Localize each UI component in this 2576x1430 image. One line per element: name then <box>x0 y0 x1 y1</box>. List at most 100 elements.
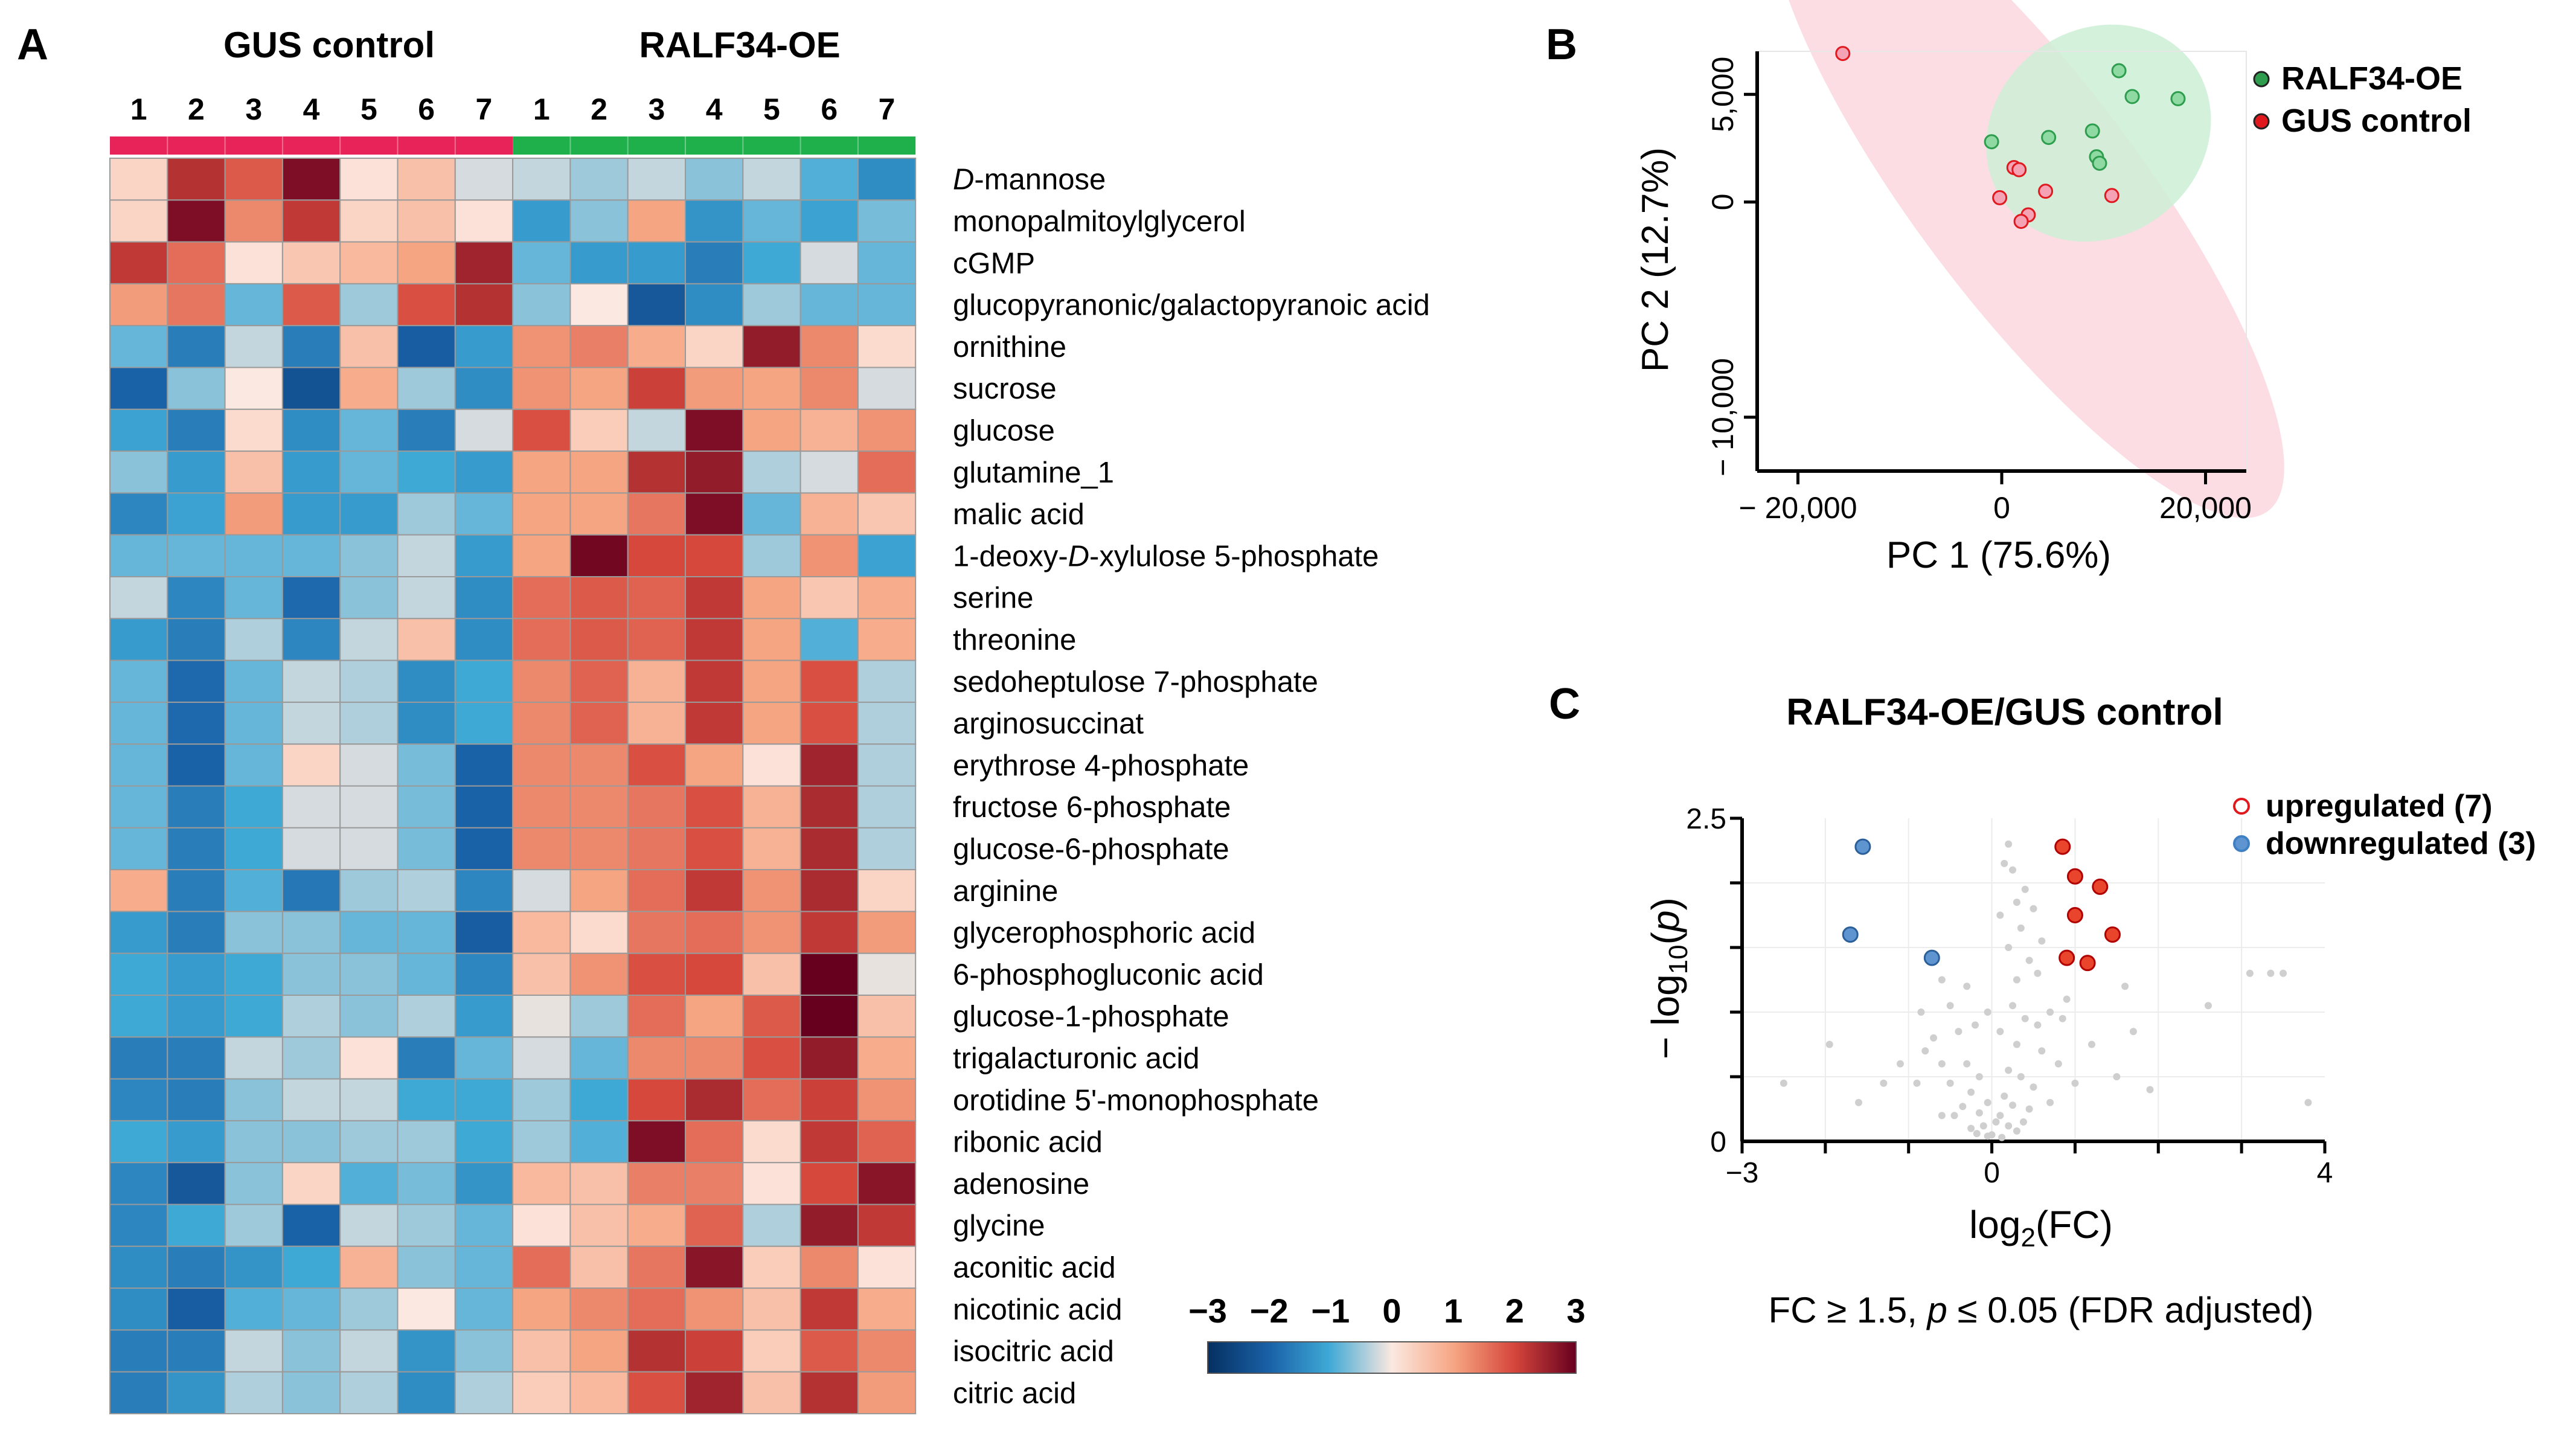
row-label: ornithine <box>953 331 1066 364</box>
heatmap-cell <box>167 911 226 954</box>
heatmap-cell <box>397 1371 456 1414</box>
heatmap-cell <box>569 576 629 620</box>
heatmap-cell <box>167 367 226 410</box>
volcano-point-ns <box>1996 911 2004 919</box>
heatmap-cell <box>339 367 399 410</box>
row-label: ribonic acid <box>953 1126 1103 1159</box>
row-label: sedoheptulose 7-phosphate <box>953 665 1318 698</box>
heatmap-cell <box>799 1120 859 1164</box>
volcano-point-ns <box>2017 1073 2025 1080</box>
heatmap-cell <box>799 534 859 578</box>
heatmap-cell <box>224 1204 283 1247</box>
volcano-point-ns <box>1780 1079 1787 1087</box>
heatmap-cell <box>569 1036 629 1080</box>
heatmap-cell <box>397 1162 456 1205</box>
volcano-point-ns <box>2267 969 2275 977</box>
heatmap-cell <box>685 952 744 996</box>
heatmap-cell <box>281 367 341 410</box>
volcano-point <box>2092 878 2109 895</box>
heatmap-cell <box>742 492 801 536</box>
heatmap-cell <box>109 1371 168 1414</box>
heatmap-cell <box>569 618 629 661</box>
heatmap-cell <box>281 1204 341 1247</box>
heatmap-cell <box>685 618 744 661</box>
heatmap-cell <box>742 618 801 661</box>
heatmap-cell <box>281 911 341 954</box>
heatmap-cell <box>512 367 571 410</box>
heatmap-cell <box>857 911 917 954</box>
heatmap-cell <box>627 1287 686 1331</box>
row-label: erythrose 4-phosphate <box>953 749 1249 782</box>
heatmap-cell <box>742 785 801 829</box>
heatmap-cell <box>799 158 859 201</box>
colorbar-tick: 3 <box>1566 1292 1585 1330</box>
heatmap-cell <box>799 199 859 243</box>
heatmap-cell <box>224 576 283 620</box>
heatmap-cell <box>857 1371 917 1414</box>
pca-point <box>1835 46 1851 62</box>
heatmap-cell <box>857 534 917 578</box>
heatmap-cell <box>109 1162 168 1205</box>
heatmap-cell <box>685 701 744 745</box>
heatmap-cell <box>799 911 859 954</box>
volcano-point <box>1854 838 1871 855</box>
column-label: 6 <box>821 92 838 126</box>
heatmap-cell <box>397 995 456 1038</box>
heatmap-cell <box>109 367 168 410</box>
heatmap-cell <box>742 1162 801 1205</box>
heatmap-cell <box>339 785 399 829</box>
pca-x-tick: 20,000 <box>2159 491 2252 525</box>
heatmap-cell <box>339 869 399 912</box>
heatmap-cell <box>685 743 744 787</box>
heatmap-cell <box>685 1036 744 1080</box>
heatmap-cell <box>857 492 917 536</box>
heatmap-cell <box>685 995 744 1038</box>
colorbar-tick: 0 <box>1382 1292 1401 1330</box>
heatmap-cell <box>742 408 801 452</box>
volcano-point-ns <box>1946 1079 1954 1087</box>
heatmap-cell <box>109 158 168 201</box>
row-label: glutamine_1 <box>953 457 1114 489</box>
heatmap-cell <box>799 995 859 1038</box>
heatmap-cell <box>454 618 514 661</box>
heatmap-cell <box>281 199 341 243</box>
heatmap-cell <box>454 952 514 996</box>
heatmap-cell <box>454 911 514 954</box>
heatmap-cell <box>109 1078 168 1121</box>
volcano-point <box>2059 949 2075 966</box>
heatmap-cell <box>397 1078 456 1121</box>
heatmap-cell <box>569 492 629 536</box>
heatmap-cell <box>799 952 859 996</box>
heatmap-cell <box>454 158 514 201</box>
heatmap-cell <box>281 325 341 368</box>
volcano-point-ns <box>2046 1008 2054 1016</box>
heatmap-cell <box>569 659 629 703</box>
heatmap-cell <box>109 492 168 536</box>
heatmap-cell <box>397 1287 456 1331</box>
volcano-point-ns <box>2205 1002 2212 1010</box>
pca-point <box>1984 134 1999 150</box>
volcano-x-axis-label: log2(FC) <box>1969 1203 2113 1252</box>
heatmap-cell <box>167 785 226 829</box>
heatmap-cell <box>454 408 514 452</box>
row-label: glucose-1-phosphate <box>953 1001 1229 1033</box>
heatmap-cell <box>454 701 514 745</box>
row-label: serine <box>953 582 1033 615</box>
heatmap-cell <box>685 1204 744 1247</box>
heatmap-cell <box>167 1329 226 1373</box>
heatmap-cell <box>742 576 801 620</box>
heatmap-cell <box>685 199 744 243</box>
heatmap-cell <box>339 618 399 661</box>
heatmap-cell <box>281 952 341 996</box>
heatmap-cell <box>799 869 859 912</box>
heatmap-cell <box>339 283 399 327</box>
heatmap-cell <box>281 450 341 494</box>
heatmap-cell <box>339 1204 399 1247</box>
volcano-legend-label: downregulated (3) <box>2266 826 2536 861</box>
heatmap-cell <box>281 659 341 703</box>
heatmap-cell <box>799 827 859 871</box>
heatmap-cell <box>685 450 744 494</box>
pca-x-tick: − 20,000 <box>1738 491 1857 525</box>
volcano-point-ns <box>2038 1047 2046 1055</box>
heatmap-cell <box>224 743 283 787</box>
